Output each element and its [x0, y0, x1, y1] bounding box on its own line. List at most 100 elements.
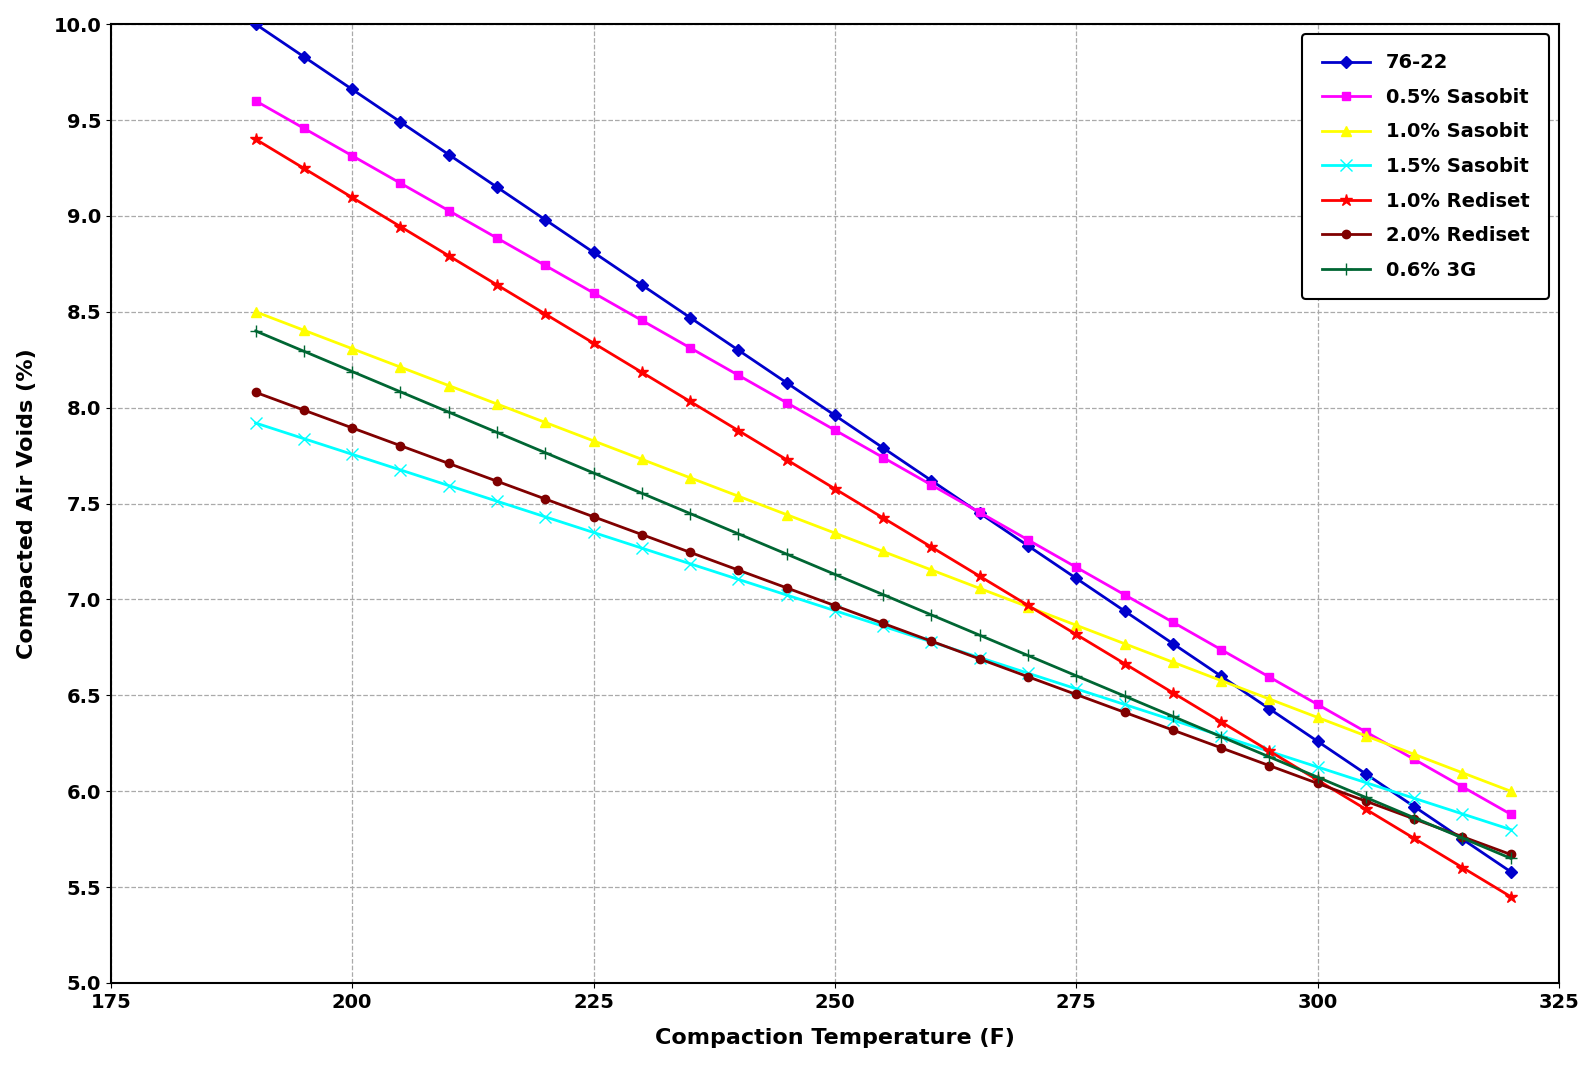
0.5% Sasobit [825, 424, 844, 437]
76-22 [343, 83, 362, 96]
2.0% Rediset [632, 528, 651, 541]
76-22 [487, 181, 506, 194]
2.0% Rediset [922, 635, 942, 648]
76-22 [680, 311, 699, 324]
1.0% Sasobit [1018, 601, 1037, 613]
1.5% Sasobit [1259, 746, 1278, 758]
0.6% 3G [873, 588, 892, 601]
0.5% Sasobit [729, 368, 749, 381]
Y-axis label: Compacted Air Voids (%): Compacted Air Voids (%) [16, 348, 37, 659]
0.5% Sasobit [1116, 588, 1135, 601]
2.0% Rediset [729, 563, 749, 576]
0.6% 3G [487, 426, 506, 439]
76-22 [922, 474, 942, 487]
2.0% Rediset [1259, 759, 1278, 772]
0.6% 3G [246, 325, 265, 338]
2.0% Rediset [536, 493, 555, 506]
0.5% Sasobit [1404, 753, 1424, 766]
1.5% Sasobit [1309, 760, 1328, 773]
1.0% Sasobit [487, 397, 506, 410]
0.5% Sasobit [922, 478, 942, 491]
1.0% Sasobit [729, 490, 749, 503]
76-22 [584, 246, 603, 259]
2.0% Rediset [584, 510, 603, 523]
76-22 [873, 442, 892, 455]
1.5% Sasobit [777, 589, 796, 602]
2.0% Rediset [970, 653, 990, 666]
1.5% Sasobit [729, 573, 749, 586]
1.0% Sasobit [1116, 637, 1135, 650]
0.5% Sasobit [343, 149, 362, 162]
1.0% Rediset [729, 424, 749, 437]
0.6% 3G [777, 547, 796, 560]
0.6% 3G [584, 466, 603, 479]
0.5% Sasobit [1502, 808, 1521, 821]
76-22 [1163, 637, 1183, 650]
2.0% Rediset [1357, 794, 1376, 807]
1.0% Sasobit [584, 435, 603, 447]
2.0% Rediset [439, 457, 458, 470]
1.0% Rediset [970, 570, 990, 583]
0.6% 3G [1452, 832, 1472, 845]
0.6% 3G [536, 446, 555, 459]
1.0% Sasobit [1502, 785, 1521, 798]
76-22 [1404, 800, 1424, 813]
1.0% Rediset [439, 249, 458, 262]
0.5% Sasobit [294, 121, 313, 134]
1.0% Sasobit [1259, 692, 1278, 705]
1.5% Sasobit [1163, 714, 1183, 726]
1.0% Sasobit [632, 453, 651, 465]
1.0% Sasobit [1163, 656, 1183, 669]
1.5% Sasobit [1502, 823, 1521, 836]
0.5% Sasobit [246, 95, 265, 108]
1.0% Rediset [873, 511, 892, 524]
1.5% Sasobit [536, 510, 555, 523]
0.5% Sasobit [439, 204, 458, 217]
76-22 [1259, 702, 1278, 715]
0.5% Sasobit [487, 232, 506, 245]
2.0% Rediset [391, 439, 410, 452]
1.0% Sasobit [922, 563, 942, 576]
1.5% Sasobit [1452, 807, 1472, 820]
Line: 0.6% 3G: 0.6% 3G [249, 325, 1516, 865]
1.0% Rediset [1211, 716, 1231, 728]
2.0% Rediset [343, 422, 362, 435]
2.0% Rediset [487, 475, 506, 488]
0.6% 3G [1116, 690, 1135, 703]
76-22 [294, 50, 313, 63]
1.0% Rediset [584, 337, 603, 349]
1.0% Rediset [391, 220, 410, 233]
76-22 [1211, 670, 1231, 683]
0.6% 3G [1018, 649, 1037, 661]
0.5% Sasobit [777, 396, 796, 409]
76-22 [1116, 605, 1135, 618]
0.5% Sasobit [1066, 561, 1085, 574]
1.0% Rediset [825, 482, 844, 495]
0.6% 3G [825, 568, 844, 580]
76-22 [536, 213, 555, 226]
1.0% Rediset [1116, 657, 1135, 670]
1.0% Rediset [294, 162, 313, 175]
1.0% Sasobit [825, 527, 844, 540]
1.5% Sasobit [1066, 683, 1085, 695]
1.5% Sasobit [294, 432, 313, 445]
1.5% Sasobit [246, 416, 265, 429]
0.5% Sasobit [1452, 781, 1472, 793]
76-22 [729, 344, 749, 357]
1.0% Sasobit [294, 324, 313, 337]
1.5% Sasobit [825, 604, 844, 617]
Line: 1.0% Rediset: 1.0% Rediset [249, 133, 1516, 903]
X-axis label: Compaction Temperature (F): Compaction Temperature (F) [654, 1029, 1015, 1048]
1.5% Sasobit [1018, 667, 1037, 679]
1.5% Sasobit [1116, 698, 1135, 710]
0.6% 3G [1502, 852, 1521, 865]
1.0% Rediset [1309, 774, 1328, 787]
Legend: 76-22, 0.5% Sasobit, 1.0% Sasobit, 1.5% Sasobit, 1.0% Rediset, 2.0% Rediset, 0.6: 76-22, 0.5% Sasobit, 1.0% Sasobit, 1.5% … [1302, 34, 1550, 299]
1.0% Sasobit [536, 416, 555, 429]
0.5% Sasobit [536, 259, 555, 272]
0.5% Sasobit [1211, 643, 1231, 656]
1.0% Rediset [1163, 686, 1183, 699]
0.5% Sasobit [1163, 616, 1183, 628]
0.6% 3G [391, 386, 410, 398]
1.0% Sasobit [1452, 767, 1472, 780]
